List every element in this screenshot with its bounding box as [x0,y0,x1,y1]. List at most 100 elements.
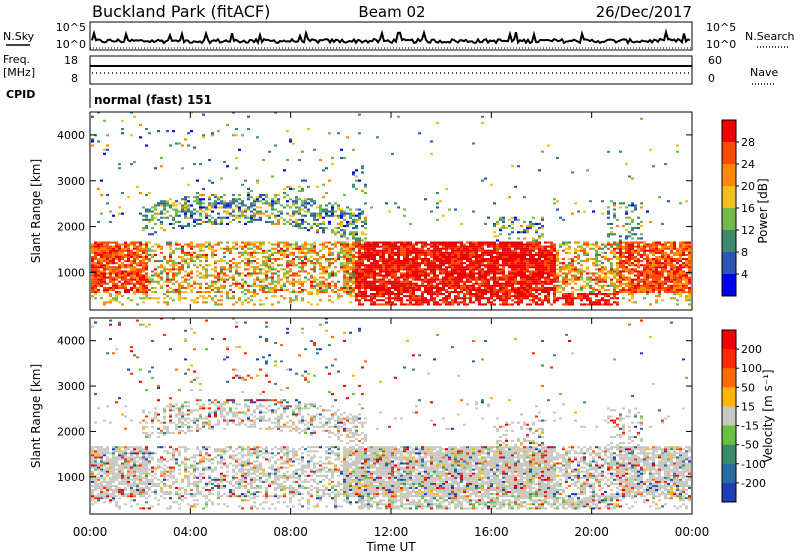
power-cell [343,291,346,294]
power-cell [283,243,286,246]
power-cell [685,243,688,246]
power-cell [574,249,577,252]
power-cell [328,286,331,289]
power-cell [676,260,679,263]
power-cell [499,227,502,230]
power-cell [610,268,613,271]
power-cell [514,278,517,281]
power-cell [631,291,634,294]
power-cell [523,284,526,287]
power-cell [658,243,661,246]
power-cell [475,295,478,298]
power-cell [244,241,247,244]
power-cell [187,258,190,261]
power-cell [553,291,556,294]
power-cell [169,251,172,254]
power-cell [241,247,244,250]
power-cell [184,280,187,283]
power-cell [391,258,394,261]
power-cell [427,268,430,271]
power-cell [535,258,538,261]
power-cell [208,198,211,201]
power-cell [406,268,409,271]
power-cell [397,291,400,294]
power-cell [91,284,94,287]
power-cell [256,266,259,269]
power-cell [550,264,553,267]
power-cell [220,206,223,209]
power-cell [385,249,388,252]
power-cell [352,220,355,223]
power-cell [139,278,142,281]
power-cell [463,301,466,304]
power-cell [490,288,493,291]
power-cell [133,284,136,287]
power-cell [676,282,679,285]
power-cell [499,251,502,254]
power-cell [424,253,427,256]
power-cell [94,264,97,267]
power-cell [316,253,319,256]
power-cell [625,229,628,232]
power-cell [295,225,298,228]
power-cell [262,249,265,252]
power-cell [373,288,376,291]
power-cell [442,301,445,304]
power-cell [112,276,115,279]
power-cell [172,266,175,269]
power-cell [280,249,283,252]
power-cell [505,245,508,248]
power-cell [568,303,571,306]
power-cell [280,268,283,271]
power-cell [325,282,328,285]
power-cell [613,233,616,236]
power-cell [673,268,676,271]
power-cell [382,243,385,246]
power-cell [457,293,460,296]
power-cell [541,225,544,228]
power-cell [547,297,550,300]
power-cell [118,270,121,273]
power-cell [571,268,574,271]
power-cell [265,278,268,281]
power-cell [502,274,505,277]
power-cell [484,251,487,254]
power-cell [292,210,295,213]
power-cell [202,187,205,190]
power-cell [142,280,145,283]
power-cell [670,274,673,277]
power-cell [478,299,481,302]
power-cell [409,286,412,289]
power-cell [580,274,583,277]
power-cell [421,251,424,254]
power-cell [103,282,106,285]
power-cell [634,258,637,261]
power-cell [658,295,661,298]
power-cell [415,258,418,261]
power-cell [580,295,583,298]
power-cell [673,284,676,287]
power-cell [268,241,271,244]
power-cell [184,208,187,211]
power-cell [187,253,190,256]
power-cell [454,297,457,300]
power-cell [91,278,94,281]
power-cell [211,251,214,254]
power-cell [406,284,409,287]
power-cell [91,264,94,267]
power-cell [598,276,601,279]
power-cell [319,249,322,252]
power-cell [124,272,127,275]
power-cell [451,299,454,302]
power-cell [322,245,325,248]
power-cell [526,291,529,294]
power-cell [505,241,508,244]
power-cell [256,198,259,201]
power-cell [367,241,370,244]
power-cell [355,293,358,296]
power-cell [295,210,298,213]
power-cell [145,245,148,248]
power-cell [316,262,319,265]
power-cell [250,260,253,263]
power-cell [586,241,589,244]
